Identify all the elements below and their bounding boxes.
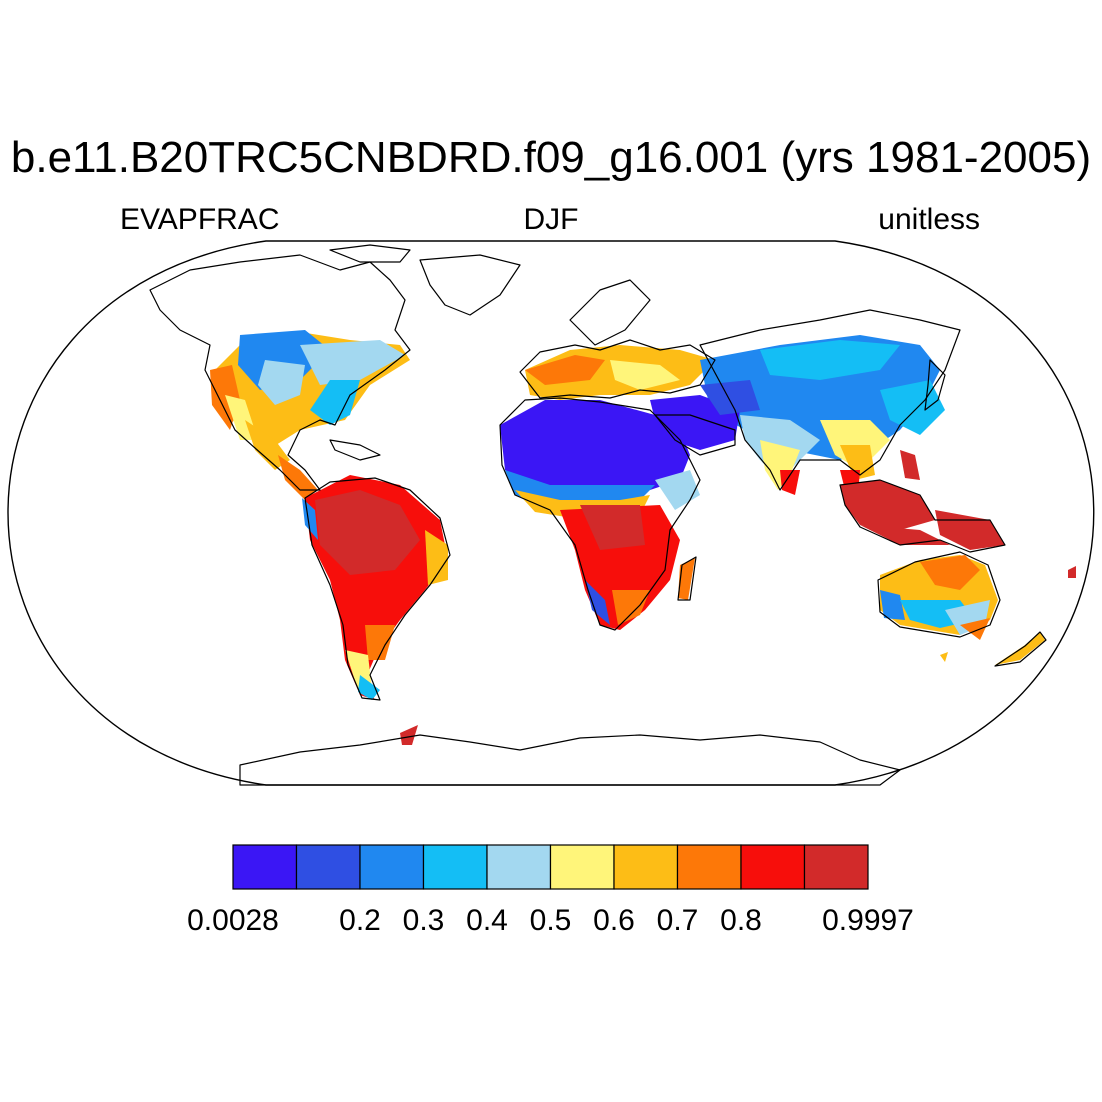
australia-field	[880, 555, 998, 640]
colorbar: 0.0028 0.2 0.3 0.4 0.5 0.6 0.7 0.8 0.9997	[187, 844, 914, 937]
colorbar-box-6	[613, 844, 679, 890]
colorbar-tick-label-4: 0.5	[530, 904, 572, 937]
colorbar-tick-label-7: 0.8	[720, 904, 762, 937]
units-label: unitless	[878, 203, 980, 236]
colorbar-box-4	[486, 844, 552, 890]
plot-title: b.e11.B20TRC5CNBDRD.f09_g16.001 (yrs 198…	[10, 133, 1092, 182]
field-layer	[210, 330, 1076, 745]
coastlines	[149, 244, 1047, 786]
japan-coastline	[924, 359, 946, 411]
season-label: DJF	[523, 203, 579, 236]
arctic-islands-coastline	[329, 244, 411, 263]
indonesia-coastline	[839, 479, 1006, 553]
colorbar-box-5	[549, 844, 615, 890]
south-america-field	[302, 475, 448, 700]
colorbar-tick-label-6: 0.7	[657, 904, 699, 937]
africa-coastline	[499, 397, 701, 631]
greenland-coastline	[419, 254, 521, 316]
colorbar-tick-label-5: 0.6	[593, 904, 635, 937]
africa-field	[500, 400, 700, 630]
colorbar-box-1	[295, 844, 361, 890]
variable-label: EVAPFRAC	[120, 203, 280, 236]
colorbar-tick-label-2: 0.3	[403, 904, 445, 937]
south-america-coastline	[304, 477, 451, 701]
colorbar-tick-label-3: 0.4	[466, 904, 508, 937]
colorbar-box-3	[422, 844, 488, 890]
north-america-field	[210, 330, 410, 500]
arabia-coastline	[654, 414, 736, 456]
antarctica-coastline	[239, 734, 901, 786]
colorbar-box-7	[676, 844, 742, 890]
europe-field	[525, 345, 715, 400]
colorbar-box-8	[740, 844, 806, 890]
map-frame	[7, 240, 1095, 786]
colorbar-box-9	[803, 844, 869, 890]
caribbean-coastline	[329, 439, 381, 461]
new-zealand-field	[400, 566, 1076, 745]
colorbar-box-2	[359, 844, 425, 890]
australia-coastline	[877, 551, 1001, 638]
asia-field	[650, 335, 945, 495]
scandinavia-coastline	[569, 279, 651, 346]
asia-coastline	[699, 309, 961, 491]
colorbar-box-0	[232, 844, 298, 890]
europe-coastline	[519, 339, 716, 399]
colorbar-tick-label-8: 0.9997	[822, 904, 914, 937]
north-america-coastline	[149, 254, 411, 491]
madagascar-coastline	[677, 556, 697, 601]
colorbar-tick-label-1: 0.2	[339, 904, 381, 937]
colorbar-tick-label-0: 0.0028	[187, 904, 279, 937]
new-zealand-coastline	[994, 631, 1047, 667]
